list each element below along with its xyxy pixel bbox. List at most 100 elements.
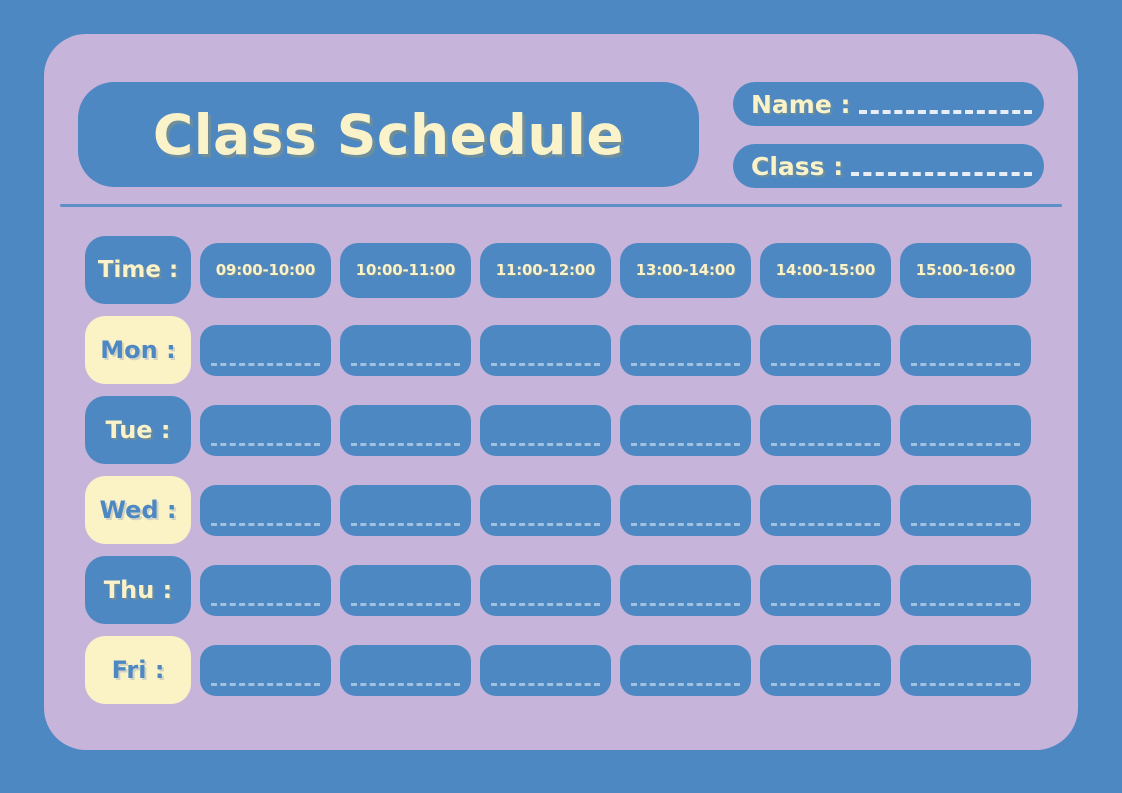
cell-tue-4[interactable] — [620, 404, 751, 456]
schedule-grid: Time : 09:00-10:00 10:00-11:00 11:00-12:… — [85, 230, 1035, 710]
title-bar: Class Schedule — [78, 82, 699, 187]
cell-fri-6[interactable] — [900, 644, 1031, 696]
writing-line — [351, 442, 460, 446]
cell-mon-1[interactable] — [200, 324, 331, 376]
writing-line — [771, 602, 880, 606]
day-row-wed: Wed : — [85, 470, 1035, 550]
writing-line — [911, 682, 1020, 686]
day-row-mon: Mon : — [85, 310, 1035, 390]
writing-line — [911, 602, 1020, 606]
cell-thu-3[interactable] — [480, 564, 611, 616]
day-row-fri: Fri : — [85, 630, 1035, 710]
day-label-thu: Thu : — [85, 556, 191, 624]
cell-wed-2[interactable] — [340, 484, 471, 536]
writing-line — [351, 602, 460, 606]
writing-line — [491, 602, 600, 606]
name-field[interactable]: Name : — [733, 82, 1044, 126]
cell-wed-1[interactable] — [200, 484, 331, 536]
writing-line — [211, 682, 320, 686]
time-slot-label: 13:00-14:00 — [635, 261, 736, 279]
day-label-text: Mon : — [100, 336, 176, 364]
cell-thu-4[interactable] — [620, 564, 751, 616]
writing-line — [911, 522, 1020, 526]
time-slot-5: 14:00-15:00 — [760, 242, 891, 298]
cell-mon-3[interactable] — [480, 324, 611, 376]
day-label-tue: Tue : — [85, 396, 191, 464]
writing-line — [211, 442, 320, 446]
writing-line — [631, 362, 740, 366]
day-label-text: Fri : — [111, 656, 165, 684]
name-field-input[interactable] — [858, 110, 1032, 114]
cell-fri-5[interactable] — [760, 644, 891, 696]
writing-line — [631, 442, 740, 446]
cell-thu-1[interactable] — [200, 564, 331, 616]
header-divider — [60, 204, 1062, 207]
cell-wed-5[interactable] — [760, 484, 891, 536]
day-label-text: Tue : — [105, 416, 171, 444]
name-field-label: Name : — [751, 89, 851, 119]
writing-line — [491, 682, 600, 686]
writing-line — [491, 442, 600, 446]
time-slot-label: 15:00-16:00 — [915, 261, 1016, 279]
page-title: Class Schedule — [152, 102, 625, 167]
writing-line — [351, 682, 460, 686]
writing-line — [911, 362, 1020, 366]
cell-tue-2[interactable] — [340, 404, 471, 456]
time-header-row: Time : 09:00-10:00 10:00-11:00 11:00-12:… — [85, 230, 1035, 310]
cell-mon-6[interactable] — [900, 324, 1031, 376]
day-label-mon: Mon : — [85, 316, 191, 384]
time-slot-label: 09:00-10:00 — [215, 261, 316, 279]
day-label-text: Thu : — [103, 576, 173, 604]
writing-line — [771, 682, 880, 686]
writing-line — [631, 602, 740, 606]
cell-fri-2[interactable] — [340, 644, 471, 696]
day-label-fri: Fri : — [85, 636, 191, 704]
time-slot-4: 13:00-14:00 — [620, 242, 751, 298]
day-row-thu: Thu : — [85, 550, 1035, 630]
day-label-wed: Wed : — [85, 476, 191, 544]
writing-line — [631, 522, 740, 526]
time-corner-label: Time : — [97, 257, 179, 283]
day-label-text: Wed : — [99, 496, 177, 524]
cell-mon-4[interactable] — [620, 324, 751, 376]
writing-line — [771, 522, 880, 526]
writing-line — [211, 602, 320, 606]
class-field-input[interactable] — [851, 172, 1032, 176]
time-slot-label: 14:00-15:00 — [775, 261, 876, 279]
header-area: Class Schedule Name : Class : — [78, 82, 1044, 204]
cell-thu-6[interactable] — [900, 564, 1031, 616]
cell-thu-2[interactable] — [340, 564, 471, 616]
writing-line — [771, 362, 880, 366]
writing-line — [491, 362, 600, 366]
schedule-card: Class Schedule Name : Class : Time : 09:… — [44, 34, 1078, 750]
day-row-tue: Tue : — [85, 390, 1035, 470]
class-field-label: Class : — [751, 151, 844, 181]
writing-line — [771, 442, 880, 446]
cell-tue-5[interactable] — [760, 404, 891, 456]
cell-mon-5[interactable] — [760, 324, 891, 376]
writing-line — [631, 682, 740, 686]
time-slot-label: 11:00-12:00 — [495, 261, 596, 279]
cell-fri-3[interactable] — [480, 644, 611, 696]
class-field[interactable]: Class : — [733, 144, 1044, 188]
writing-line — [211, 522, 320, 526]
cell-wed-4[interactable] — [620, 484, 751, 536]
cell-fri-4[interactable] — [620, 644, 751, 696]
writing-line — [351, 522, 460, 526]
time-slot-6: 15:00-16:00 — [900, 242, 1031, 298]
cell-tue-6[interactable] — [900, 404, 1031, 456]
cell-wed-6[interactable] — [900, 484, 1031, 536]
cell-wed-3[interactable] — [480, 484, 611, 536]
cell-mon-2[interactable] — [340, 324, 471, 376]
time-slot-1: 09:00-10:00 — [200, 242, 331, 298]
writing-line — [911, 442, 1020, 446]
cell-thu-5[interactable] — [760, 564, 891, 616]
time-corner-pill: Time : — [85, 236, 191, 304]
writing-line — [491, 522, 600, 526]
cell-fri-1[interactable] — [200, 644, 331, 696]
time-slot-2: 10:00-11:00 — [340, 242, 471, 298]
cell-tue-1[interactable] — [200, 404, 331, 456]
writing-line — [351, 362, 460, 366]
cell-tue-3[interactable] — [480, 404, 611, 456]
writing-line — [211, 362, 320, 366]
